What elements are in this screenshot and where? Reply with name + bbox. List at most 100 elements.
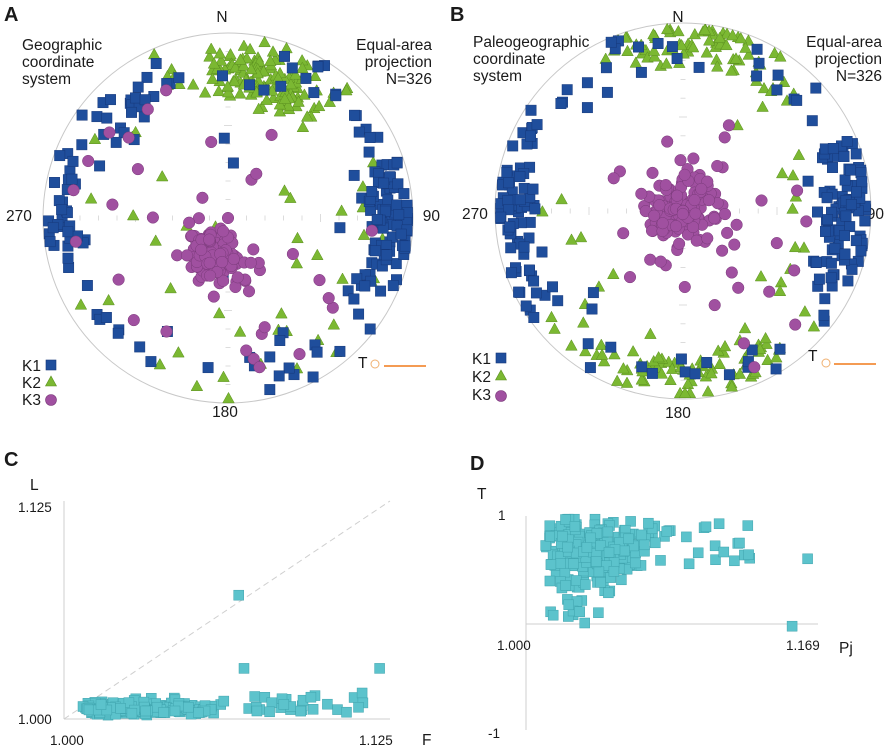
k2-axis-point — [327, 318, 341, 330]
k1-axis-point — [334, 222, 346, 234]
k2-axis-point — [647, 44, 661, 56]
k1-axis-point — [844, 164, 856, 176]
k1-axis-point — [392, 178, 404, 190]
k2-axis-point — [635, 373, 649, 385]
k3-axis-point — [180, 249, 194, 262]
pj-t-point — [562, 541, 573, 553]
k1-axis-point — [652, 38, 664, 49]
k3-axis-point — [791, 184, 804, 197]
k1-axis-point — [244, 79, 255, 91]
k1-axis-point — [635, 66, 647, 78]
panel-c-x-tick-min: 1.000 — [50, 733, 84, 748]
panel-b-t-label: T — [808, 348, 818, 365]
k3-axis-point — [203, 233, 216, 246]
flinn-point — [264, 706, 275, 718]
k2-axis-point — [607, 267, 620, 279]
pj-t-point — [560, 514, 571, 525]
k2-axis-point — [244, 62, 258, 75]
k1-axis-point — [839, 248, 851, 260]
k1-axis-point — [839, 230, 850, 242]
k3-axis-point — [286, 247, 299, 261]
pj-t-point — [616, 574, 627, 586]
k3-axis-point — [644, 253, 657, 266]
k1-axis-point — [810, 256, 822, 268]
k3-axis-point — [247, 352, 260, 365]
k3-axis-point — [207, 290, 220, 303]
k1-axis-point — [582, 338, 594, 350]
k2-axis-point — [292, 95, 305, 107]
k3-axis-point — [748, 361, 761, 374]
k2-axis-point — [173, 77, 186, 89]
pj-t-point — [544, 575, 556, 587]
k2-axis-point — [620, 376, 634, 388]
pj-t-point — [619, 545, 630, 557]
panel-c-y-tick-max: 1.125 — [18, 500, 52, 515]
k2-axis-point — [221, 85, 235, 98]
k3-axis-point — [204, 269, 217, 282]
k2-axis-point — [281, 99, 295, 111]
k1-axis-point — [66, 173, 78, 185]
k1-axis-point — [391, 157, 403, 169]
k3-axis-point — [183, 216, 196, 229]
k3-axis-point — [313, 274, 326, 287]
k3-axis-point — [728, 238, 741, 251]
panel-b-t-origin — [821, 358, 831, 368]
panel-d-pj-t-plot: D T 1 -1 1.000 1.169 Pj — [470, 453, 853, 741]
panel-b-west-label: 270 — [462, 206, 488, 223]
k1-axis-point — [353, 126, 365, 138]
flinn-point — [322, 698, 333, 710]
panel-b-legend-k1-label: K1 — [472, 351, 491, 368]
pj-t-point — [630, 557, 641, 569]
k1-axis-point — [536, 246, 548, 258]
k3-axis-point — [676, 207, 689, 221]
flinn-point — [140, 705, 151, 717]
panel-c-y-tick-min: 1.000 — [18, 712, 52, 727]
k3-axis-point — [721, 226, 734, 239]
k2-axis-point — [278, 184, 291, 196]
k2-axis-point — [739, 41, 752, 53]
k1-axis-point — [44, 236, 56, 248]
k1-axis-point — [273, 370, 285, 382]
k1-axis-point — [505, 267, 517, 279]
flinn-point — [95, 699, 107, 710]
k1-axis-point — [364, 323, 376, 335]
k1-axis-point — [586, 303, 598, 315]
k1-axis-point — [524, 161, 536, 173]
k1-axis-point — [525, 104, 537, 116]
k1-axis-point — [555, 98, 567, 109]
k1-axis-point — [587, 287, 599, 299]
k3-axis-point — [247, 243, 260, 256]
k3-axis-point — [722, 119, 735, 132]
panel-d-y-tick-min: -1 — [488, 726, 500, 741]
panel-c-x-axis-title: F — [422, 732, 431, 749]
k1-axis-point — [56, 204, 68, 216]
k1-axis-point — [312, 61, 324, 73]
k2-axis-point — [652, 350, 665, 363]
panel-a-projection-line-2: projection — [365, 54, 432, 71]
k1-axis-point — [351, 273, 363, 285]
pj-t-point — [580, 579, 591, 590]
k3-axis-point — [127, 314, 140, 327]
k1-axis-point — [518, 241, 530, 253]
k2-axis-point — [608, 347, 621, 360]
k2-axis-point — [655, 367, 668, 379]
k2-axis-point — [703, 34, 716, 46]
panel-a-legend-k1-label: K1 — [22, 358, 41, 375]
k1-axis-point — [390, 258, 402, 270]
k2-axis-point — [204, 42, 218, 54]
panel-d-y-axis-title: T — [477, 486, 487, 503]
k1-axis-point — [342, 285, 354, 297]
k1-axis-point — [530, 287, 542, 299]
k2-axis-point — [222, 391, 235, 404]
k2-axis-point — [340, 83, 353, 96]
k2-axis-point — [786, 168, 800, 181]
k1-axis-point — [845, 199, 857, 210]
flinn-point — [83, 704, 95, 716]
k1-axis-point — [274, 335, 286, 346]
k1-axis-point — [76, 139, 88, 151]
k1-axis-point — [126, 106, 137, 118]
k3-axis-point — [725, 266, 738, 279]
k2-axis-point — [228, 74, 241, 87]
k3-axis-point — [607, 172, 620, 185]
